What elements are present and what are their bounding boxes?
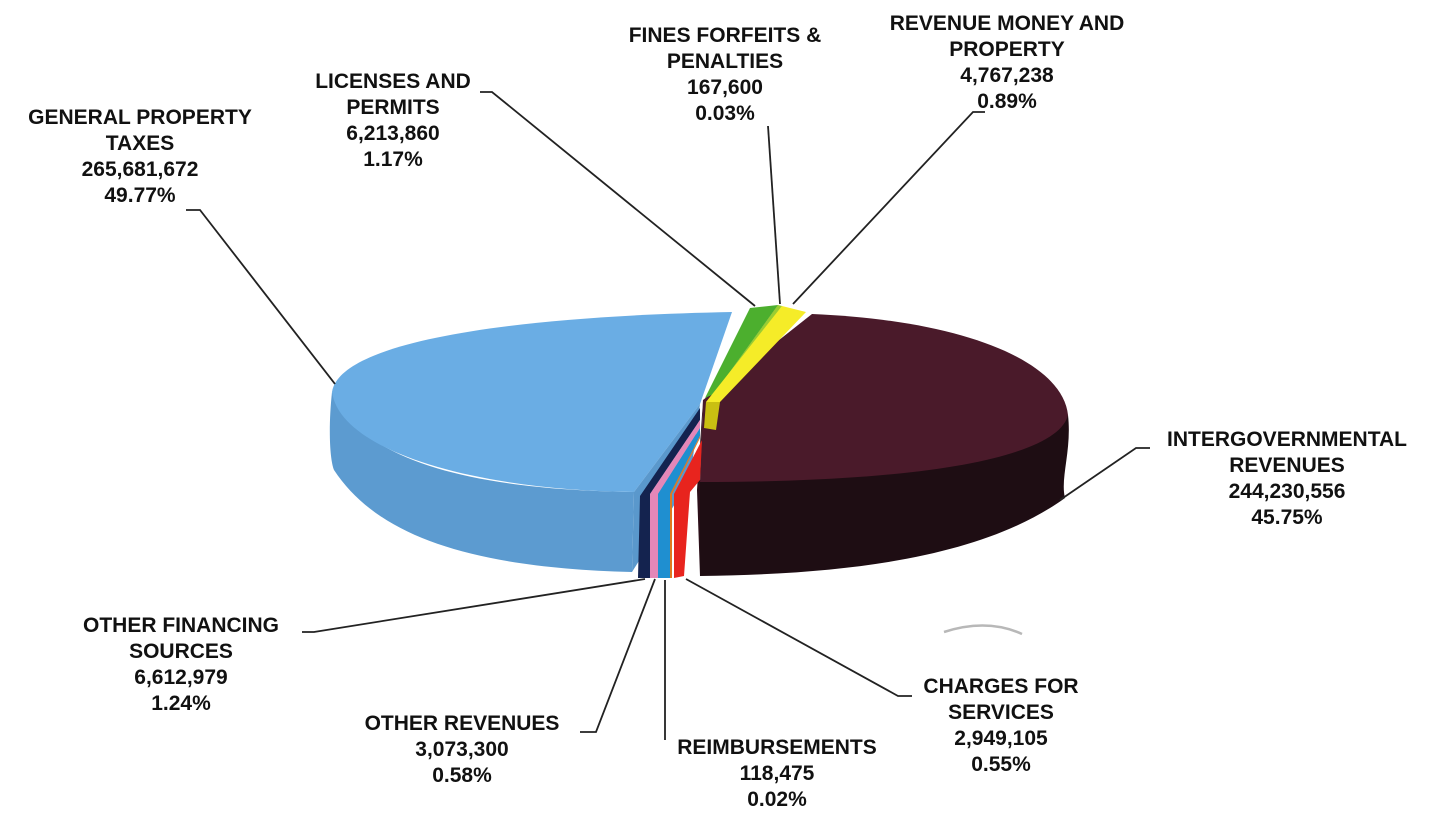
label-intergovernmental-revenues-name-0: INTERGOVERNMENTAL — [1167, 428, 1407, 451]
pie-slices — [329, 305, 1069, 636]
slice-general-property-taxes-side — [329, 392, 634, 572]
label-revenue-money-and-property-name-1: PROPERTY — [949, 38, 1065, 61]
label-general-property-taxes: GENERAL PROPERTY TAXES 265,681,672 49.77% — [28, 106, 252, 207]
slice-revenue-money-and-property-side — [704, 402, 720, 430]
label-fines-forfeits-penalties-value: 167,600 — [687, 76, 763, 99]
label-charges-for-services: CHARGES FOR SERVICES 2,949,105 0.55% — [923, 675, 1078, 776]
label-intergovernmental-revenues-value: 244,230,556 — [1229, 480, 1346, 503]
slice-intergovernmental-revenues-cut — [697, 400, 703, 576]
slice-intergovernmental-revenues-side — [700, 415, 1069, 576]
label-other-financing-sources-value: 6,612,979 — [134, 666, 227, 689]
leader-lines — [186, 91, 1150, 740]
label-reimbursements: REIMBURSEMENTS 118,475 0.02% — [677, 736, 877, 811]
leader-line-other-financing-sources — [302, 578, 646, 633]
label-intergovernmental-revenues-percent: 45.75% — [1251, 506, 1323, 529]
label-charges-for-services-name-0: CHARGES FOR — [923, 675, 1078, 698]
label-other-revenues-percent: 0.58% — [432, 764, 492, 787]
label-general-property-taxes-name-1: TAXES — [106, 132, 174, 155]
label-charges-for-services-name-1: SERVICES — [948, 701, 1054, 724]
label-general-property-taxes-value: 265,681,672 — [82, 158, 199, 181]
slice-charges-for-services — [674, 440, 702, 578]
label-licenses-and-permits-name-0: LICENSES AND — [315, 70, 471, 93]
label-licenses-and-permits-value: 6,213,860 — [346, 122, 439, 145]
label-revenue-money-and-property-percent: 0.89% — [977, 90, 1037, 113]
label-other-financing-sources-name-1: SOURCES — [129, 640, 233, 663]
label-general-property-taxes-name-0: GENERAL PROPERTY — [28, 106, 252, 129]
label-fines-forfeits-penalties-name-0: FINES FORFEITS & — [629, 24, 822, 47]
label-revenue-money-and-property-name-0: REVENUE MONEY AND — [890, 12, 1125, 35]
label-revenue-money-and-property-value: 4,767,238 — [960, 64, 1054, 87]
label-general-property-taxes-percent: 49.77% — [104, 184, 176, 207]
leader-line-general-property-taxes — [186, 209, 336, 385]
slice-intergovernmental-revenues-top — [700, 314, 1068, 482]
label-other-financing-sources-percent: 1.24% — [151, 692, 211, 715]
slice-intergovernmental-revenues — [697, 314, 1069, 576]
leader-line-revenue-money-and-property — [792, 111, 985, 305]
label-other-revenues: OTHER REVENUES 3,073,300 0.58% — [365, 712, 560, 787]
label-reimbursements-value: 118,475 — [740, 762, 815, 785]
leader-line-other-revenues — [580, 578, 656, 733]
slice-licenses-and-permits-top — [705, 305, 778, 398]
label-charges-for-services-value: 2,949,105 — [954, 727, 1048, 750]
label-reimbursements-name-0: REIMBURSEMENTS — [677, 736, 877, 759]
slice-other-revenues — [658, 428, 700, 578]
label-licenses-and-permits-name-1: PERMITS — [346, 96, 439, 119]
slice-other-financing-sources-side — [638, 408, 700, 578]
label-revenue-money-and-property: REVENUE MONEY AND PROPERTY 4,767,238 0.89% — [890, 12, 1125, 113]
leader-line-licenses-and-permits — [480, 91, 756, 307]
label-fines-forfeits-penalties: FINES FORFEITS & PENALTIES 167,600 0.03% — [629, 24, 822, 125]
label-licenses-and-permits: LICENSES AND PERMITS 6,213,860 1.17% — [315, 70, 471, 171]
label-other-financing-sources-name-0: OTHER FINANCING — [83, 614, 279, 637]
label-other-revenues-value: 3,073,300 — [415, 738, 508, 761]
leader-line-fines-forfeits-penalties — [767, 125, 781, 305]
leader-line-charges-for-services — [685, 578, 912, 697]
label-licenses-and-permits-percent: 1.17% — [363, 148, 423, 171]
leader-line-intergovernmental-revenues — [1059, 447, 1150, 501]
slice-revenue-money-and-property-top — [706, 306, 806, 402]
label-charges-for-services-percent: 0.55% — [971, 753, 1031, 776]
slice-general-property-taxes-top — [332, 312, 732, 492]
decorative-arc — [943, 624, 1023, 636]
slice-revenue-money-and-property — [704, 306, 806, 430]
label-intergovernmental-revenues: INTERGOVERNMENTAL REVENUES 244,230,556 45.7… — [1167, 428, 1407, 529]
slice-other-financing-sources — [650, 420, 700, 578]
label-fines-forfeits-penalties-name-1: PENALTIES — [667, 50, 783, 73]
label-other-revenues-name-0: OTHER REVENUES — [365, 712, 560, 735]
label-fines-forfeits-penalties-percent: 0.03% — [695, 102, 755, 125]
label-reimbursements-percent: 0.02% — [747, 788, 807, 811]
label-intergovernmental-revenues-name-1: REVENUES — [1229, 454, 1345, 477]
label-other-financing-sources: OTHER FINANCING SOURCES 6,612,979 1.24% — [83, 614, 279, 715]
slice-labels: GENERAL PROPERTY TAXES 265,681,672 49.77% LI… — [28, 12, 1407, 811]
